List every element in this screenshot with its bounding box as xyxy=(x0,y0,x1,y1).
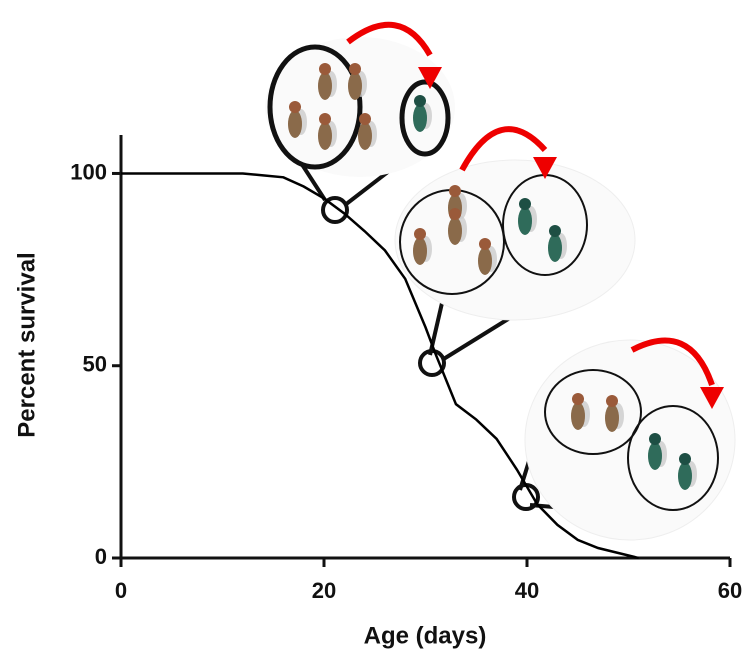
fly-icon xyxy=(358,113,377,150)
fly-body xyxy=(548,234,562,262)
callout-ring xyxy=(418,349,446,377)
fly-icon xyxy=(478,238,497,275)
callout-ring xyxy=(399,79,451,157)
callout-ring xyxy=(512,483,540,511)
fly-body xyxy=(478,247,492,275)
fly-head xyxy=(549,225,561,237)
x-axis-title: Age (days) xyxy=(364,622,487,649)
fly-icon xyxy=(318,63,337,100)
fly-body xyxy=(288,110,302,138)
fly-head xyxy=(449,185,461,197)
fly-head xyxy=(449,208,461,220)
fly-icon xyxy=(605,395,624,432)
x-tick-label: 40 xyxy=(515,578,539,603)
fly-body xyxy=(348,72,362,100)
callout-ring xyxy=(627,405,719,511)
fly-body xyxy=(318,122,332,150)
fly-body xyxy=(605,404,619,432)
halo xyxy=(394,159,636,321)
y-tick-label: 100 xyxy=(70,159,107,184)
fly-head xyxy=(649,433,661,445)
y-tick-label: 0 xyxy=(95,544,107,569)
x-tick-label: 0 xyxy=(115,578,127,603)
arrow-head xyxy=(533,157,557,179)
fly-body xyxy=(413,104,427,132)
fly-icon xyxy=(518,198,537,235)
fly-icon xyxy=(348,63,367,100)
fly-body xyxy=(358,122,372,150)
arrow xyxy=(630,337,715,386)
x-tick-label: 20 xyxy=(312,578,336,603)
callout-ring xyxy=(267,44,363,170)
arrow-head xyxy=(700,387,724,409)
fly-head xyxy=(519,198,531,210)
fly-head xyxy=(572,393,584,405)
fly-head xyxy=(319,63,331,75)
fly-head xyxy=(479,238,491,250)
y-axis-title: Percent survival xyxy=(13,252,40,437)
fly-icon xyxy=(648,433,667,470)
fly-icon xyxy=(413,228,432,265)
fly-icon xyxy=(571,393,590,430)
fly-head xyxy=(414,95,426,107)
fly-head xyxy=(349,63,361,75)
fly-head xyxy=(414,228,426,240)
annotations xyxy=(265,21,736,541)
fly-icon xyxy=(548,225,567,262)
callout-ring xyxy=(544,369,642,455)
callout-ring xyxy=(321,196,349,224)
fly-head xyxy=(359,113,371,125)
fly-body xyxy=(413,237,427,265)
fly-icon xyxy=(678,453,697,490)
fly-body xyxy=(318,72,332,100)
arrow xyxy=(459,126,548,172)
fly-head xyxy=(606,395,618,407)
fly-icon xyxy=(448,208,467,245)
arrow-head xyxy=(418,67,442,89)
fly-head xyxy=(319,113,331,125)
y-tick-label: 50 xyxy=(83,352,107,377)
fly-icon xyxy=(288,101,307,138)
survival-line xyxy=(121,172,639,560)
fly-body xyxy=(678,462,692,490)
fly-icon xyxy=(318,113,337,150)
fly-head xyxy=(679,453,691,465)
fly-body xyxy=(448,217,462,245)
arrow xyxy=(346,21,433,57)
fly-body xyxy=(571,402,585,430)
fly-icon xyxy=(413,95,432,132)
fly-body xyxy=(518,207,532,235)
fly-head xyxy=(289,101,301,113)
fly-body xyxy=(648,442,662,470)
x-tick-label: 60 xyxy=(718,578,742,603)
